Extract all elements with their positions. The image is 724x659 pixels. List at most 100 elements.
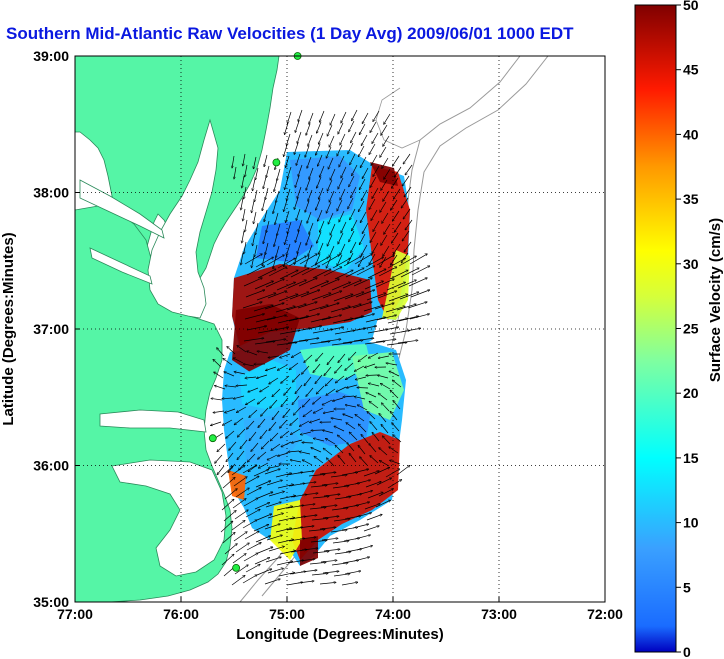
velocity-vector — [310, 485, 327, 488]
velocity-vector — [310, 317, 330, 323]
velocity-region — [290, 156, 360, 220]
velocity-vector — [229, 441, 237, 450]
velocity-vector — [350, 208, 356, 220]
velocity-vector — [242, 230, 245, 243]
velocity-vector — [246, 326, 267, 331]
velocity-vector — [236, 385, 248, 386]
velocity-vector — [252, 233, 256, 246]
velocity-vector — [277, 223, 281, 236]
velocity-vector — [348, 197, 354, 209]
velocity-vector — [262, 198, 266, 211]
velocity-vector — [290, 460, 302, 463]
velocity-vector — [367, 411, 376, 420]
x-tick-label: 75:00 — [269, 606, 305, 622]
velocity-vector — [353, 502, 370, 507]
velocity-vector — [244, 531, 259, 540]
y-tick-label: 37:00 — [33, 321, 69, 337]
velocity-vector — [251, 255, 255, 268]
colorbar-tick-label: 35 — [683, 191, 699, 207]
velocity-vector — [224, 372, 235, 377]
velocity-vector — [346, 423, 356, 430]
velocity-vector — [245, 219, 248, 232]
velocity-vector — [379, 448, 388, 456]
velocity-vector — [284, 199, 288, 211]
velocity-vector — [390, 390, 399, 399]
velocity-vector — [236, 406, 247, 412]
velocity-vector — [295, 230, 300, 242]
velocity-vector — [255, 536, 271, 543]
velocity-vector — [378, 489, 393, 497]
velocity-vector — [332, 258, 350, 269]
velocity-vector — [299, 452, 311, 455]
velocity-vector — [275, 212, 279, 225]
velocity-vector — [301, 266, 320, 276]
velocity-vector — [316, 352, 324, 361]
velocity-vector — [312, 551, 329, 554]
velocity-vector — [356, 326, 377, 331]
velocity-vector — [234, 510, 248, 520]
velocity-vector — [319, 110, 325, 122]
velocity-vector — [308, 474, 325, 477]
velocity-vector — [280, 353, 291, 358]
velocity-vector — [363, 526, 379, 532]
velocity-vector — [265, 187, 269, 200]
velocity-vector — [311, 293, 331, 301]
velocity-vector — [254, 341, 275, 345]
velocity-vector — [225, 386, 237, 387]
velocity-vector — [358, 354, 368, 362]
velocity-vector — [233, 532, 247, 542]
colorbar-tick-label: 25 — [683, 321, 699, 337]
velocity-vector — [244, 254, 262, 265]
pamlico-sound — [111, 459, 227, 577]
velocity-vector — [332, 397, 344, 401]
velocity-vector — [243, 153, 246, 166]
velocity-vector — [243, 338, 264, 342]
velocity-vector — [244, 314, 264, 320]
velocity-vector — [309, 507, 326, 510]
velocity-vector — [243, 553, 258, 562]
colorbar-tick-label: 45 — [683, 62, 699, 78]
velocity-vector — [365, 317, 385, 323]
velocity-vector — [278, 294, 298, 302]
x-tick-label: 76:00 — [163, 606, 199, 622]
velocity-vector — [366, 393, 377, 398]
velocity-vector — [374, 467, 390, 475]
velocity-vector — [382, 436, 391, 445]
colorbar-tick-label: 40 — [683, 126, 699, 142]
velocity-vector — [355, 415, 365, 422]
x-tick-label: 77:00 — [57, 606, 93, 622]
velocity-vector — [408, 278, 427, 287]
velocity-vector — [411, 266, 430, 276]
velocity-vector — [363, 471, 379, 477]
velocity-vector — [338, 122, 344, 134]
velocity-vector — [284, 144, 288, 156]
velocity-vector — [378, 267, 397, 277]
velocity-vector — [266, 315, 286, 321]
velocity-vector — [340, 243, 346, 255]
velocity-vector — [313, 438, 325, 442]
velocity-vector — [226, 430, 235, 438]
velocity-vector — [357, 405, 368, 411]
velocity-vector — [241, 252, 244, 265]
velocity-vector — [329, 135, 335, 147]
velocity-vector — [398, 256, 416, 267]
velocity-vector — [268, 355, 280, 358]
velocity-vector — [327, 234, 333, 246]
velocity-vector — [322, 430, 334, 434]
velocity-vector — [225, 408, 236, 413]
velocity-vector — [302, 398, 311, 407]
velocity-vector — [370, 121, 377, 132]
velocity-vector — [302, 365, 310, 374]
velocity-vector — [381, 179, 388, 190]
velocity-vector — [321, 315, 341, 321]
velocity-vector — [217, 465, 225, 475]
velocity-vector — [273, 201, 277, 214]
velocity-vector — [265, 339, 286, 343]
velocity-vector — [369, 401, 379, 409]
velocity-vector — [300, 515, 317, 518]
velocity-vector — [265, 279, 284, 288]
velocity-vector — [390, 411, 398, 421]
velocity-vector — [297, 131, 302, 143]
velocity-vector — [246, 266, 265, 276]
velocity-vector — [298, 219, 303, 231]
